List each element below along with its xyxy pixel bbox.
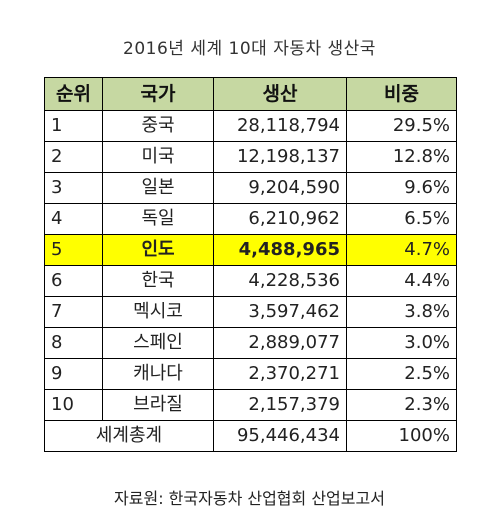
table-row: 5 인도 4,488,965 4.7%: [44, 234, 457, 266]
rank-cell: 3: [44, 172, 103, 204]
table-row: 9 캐나다 2,370,271 2.5%: [44, 358, 457, 390]
table-row: 7 멕시코 3,597,462 3.8%: [44, 296, 457, 328]
production-cell: 2,370,271: [213, 358, 347, 390]
country-cell: 브라질: [102, 389, 214, 421]
country-cell: 중국: [102, 110, 214, 142]
table-row: 10 브라질 2,157,379 2.3%: [44, 389, 457, 421]
page-title: 2016년 세계 10대 자동차 생산국: [123, 39, 376, 59]
production-cell: 12,198,137: [213, 141, 347, 173]
table-body: 1 중국 28,118,794 29.5% 2 미국 12,198,137 12.8% 3 일본 9…: [44, 110, 457, 421]
share-cell: 4.7%: [346, 234, 457, 266]
country-cell: 독일: [102, 203, 214, 235]
country-cell: 스페인: [102, 327, 214, 359]
production-cell: 3,597,462: [213, 296, 347, 328]
country-cell: 멕시코: [102, 296, 214, 328]
rank-cell: 5: [44, 234, 103, 266]
share-cell: 4.4%: [346, 265, 457, 297]
header-production: 생산: [213, 77, 347, 111]
share-cell: 3.0%: [346, 327, 457, 359]
rank-cell: 1: [44, 110, 103, 142]
header-share: 비중: [346, 77, 457, 111]
share-cell: 2.5%: [346, 358, 457, 390]
rank-cell: 7: [44, 296, 103, 328]
production-cell: 9,204,590: [213, 172, 347, 204]
country-cell: 미국: [102, 141, 214, 173]
production-cell: 28,118,794: [213, 110, 347, 142]
country-cell: 일본: [102, 172, 214, 204]
production-cell: 4,228,536: [213, 265, 347, 297]
table-row: 1 중국 28,118,794 29.5%: [44, 110, 457, 142]
production-cell: 2,157,379: [213, 389, 347, 421]
share-cell: 2.3%: [346, 389, 457, 421]
production-cell: 6,210,962: [213, 203, 347, 235]
production-table: 순위 국가 생산 비중 1 중국 28,118,794 29.5% 2 미국 12,198,…: [44, 77, 457, 452]
table-row: 4 독일 6,210,962 6.5%: [44, 203, 457, 235]
share-cell: 6.5%: [346, 203, 457, 235]
rank-cell: 4: [44, 203, 103, 235]
table-row: 3 일본 9,204,590 9.6%: [44, 172, 457, 204]
share-cell: 29.5%: [346, 110, 457, 142]
table-row: 2 미국 12,198,137 12.8%: [44, 141, 457, 173]
rank-cell: 10: [44, 389, 103, 421]
share-cell: 12.8%: [346, 141, 457, 173]
total-label: 세계총계: [44, 420, 214, 452]
production-cell: 2,889,077: [213, 327, 347, 359]
source-note: 자료원: 한국자동차 산업협회 산업보고서: [114, 489, 385, 508]
rank-cell: 2: [44, 141, 103, 173]
share-cell: 3.8%: [346, 296, 457, 328]
production-cell: 4,488,965: [213, 234, 347, 266]
total-row: 세계총계 95,446,434 100%: [44, 420, 457, 452]
country-cell: 한국: [102, 265, 214, 297]
header-country: 국가: [102, 77, 214, 111]
rank-cell: 9: [44, 358, 103, 390]
share-cell: 9.6%: [346, 172, 457, 204]
rank-cell: 6: [44, 265, 103, 297]
table-header-row: 순위 국가 생산 비중: [44, 77, 457, 111]
rank-cell: 8: [44, 327, 103, 359]
country-cell: 인도: [102, 234, 214, 266]
total-production: 95,446,434: [213, 420, 347, 452]
country-cell: 캐나다: [102, 358, 214, 390]
total-share: 100%: [346, 420, 457, 452]
table-row: 8 스페인 2,889,077 3.0%: [44, 327, 457, 359]
table-row: 6 한국 4,228,536 4.4%: [44, 265, 457, 297]
header-rank: 순위: [44, 77, 103, 111]
